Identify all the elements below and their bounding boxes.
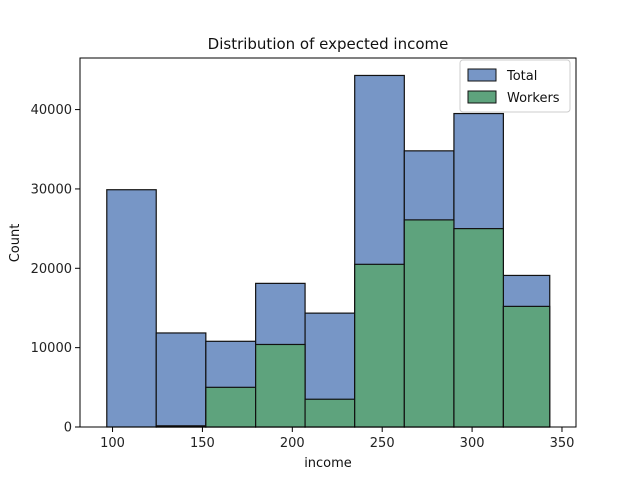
x-tick-label: 150 [190, 436, 215, 451]
legend-label-workers: Workers [507, 91, 560, 106]
bar-workers-4 [304, 398, 356, 428]
bar-workers-6 [403, 219, 455, 428]
x-axis-ticks: 100 150 200 250 300 350 [100, 427, 574, 451]
legend-swatch-workers [467, 90, 497, 104]
x-tick-label: 350 [550, 436, 575, 451]
axes-frame [79, 57, 577, 428]
bar-workers-2 [205, 386, 257, 428]
x-tick-label: 300 [460, 436, 485, 451]
bar-workers-3 [255, 343, 306, 428]
y-tick-label: 20000 [31, 262, 72, 277]
plot-frame [79, 57, 577, 428]
legend: Total Workers [459, 59, 571, 113]
legend-swatch-total [467, 68, 497, 82]
bar-workers-8 [502, 305, 551, 428]
y-tick-label: 30000 [31, 182, 72, 197]
x-tick-label: 250 [370, 436, 395, 451]
bar-workers-5 [354, 263, 405, 428]
bar-workers-7 [453, 228, 504, 428]
x-axis-title: income [304, 456, 352, 471]
bar-total-1 [155, 332, 207, 428]
y-tick-label: 40000 [31, 103, 72, 118]
y-tick-label: 0 [64, 421, 72, 436]
x-tick-label: 100 [100, 436, 125, 451]
y-tick-label: 10000 [31, 341, 72, 356]
legend-label-total: Total [506, 69, 537, 84]
bar-total-0 [106, 189, 157, 428]
series-workers-bars [155, 219, 551, 428]
chart-title: Distribution of expected income [208, 35, 449, 53]
y-axis-ticks: 0 10000 20000 30000 40000 [31, 103, 80, 436]
y-axis-title: Count [8, 224, 23, 263]
x-tick-label: 200 [280, 436, 305, 451]
